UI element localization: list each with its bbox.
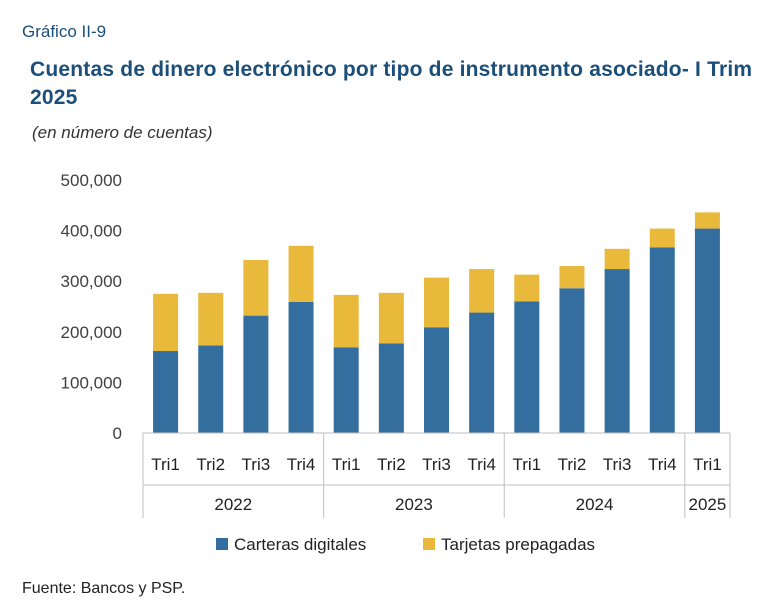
bar-segment — [559, 288, 585, 433]
x-tick-label: Tri4 — [287, 455, 316, 474]
bar-segment — [649, 247, 675, 433]
chart-label: Gráfico II-9 — [22, 22, 107, 41]
y-tick-label: 0 — [113, 424, 122, 443]
bar-segment — [288, 301, 314, 433]
bar-segment — [424, 277, 449, 328]
bar-segment — [288, 245, 314, 302]
bar-segment — [559, 266, 585, 289]
source-note: Fuente: Bancos y PSP. — [22, 580, 186, 597]
bar-segment — [514, 301, 540, 433]
y-tick-label: 400,000 — [61, 222, 122, 241]
y-tick-label: 300,000 — [61, 272, 122, 291]
bar-segment — [378, 292, 404, 344]
legend-swatch — [423, 538, 435, 550]
bar-segment — [694, 212, 720, 229]
x-tick-label: Tri3 — [422, 455, 451, 474]
year-label: 2022 — [214, 495, 252, 514]
chart-title: Cuentas de dinero electrónico por tipo d… — [30, 58, 753, 109]
y-tick-label: 200,000 — [61, 323, 122, 342]
bar-segment — [153, 351, 179, 433]
bar-segment — [243, 315, 269, 433]
x-tick-label: Tri3 — [242, 455, 271, 474]
x-tick-label: Tri4 — [648, 455, 677, 474]
bar-segment — [198, 345, 224, 433]
bar-segment — [333, 294, 359, 348]
y-tick-label: 500,000 — [61, 171, 122, 190]
x-tick-label: Tri1 — [693, 455, 722, 474]
year-label: 2023 — [395, 495, 433, 514]
bar-segment — [243, 259, 269, 316]
y-tick-label: 100,000 — [61, 373, 122, 392]
bar-segment — [333, 347, 359, 433]
bar-segment — [604, 269, 630, 433]
legend-label: Carteras digitales — [234, 535, 366, 554]
year-label: 2024 — [576, 495, 614, 514]
x-tick-label: Tri2 — [377, 455, 406, 474]
x-tick-label: Tri1 — [332, 455, 361, 474]
bar-segment — [604, 248, 630, 270]
legend-label: Tarjetas prepagadas — [441, 535, 595, 554]
x-tick-label: Tri2 — [196, 455, 225, 474]
bar-segment — [469, 312, 495, 433]
bar-segment — [153, 293, 179, 352]
bar-segment — [198, 292, 224, 346]
bar-segment — [424, 327, 449, 433]
x-tick-label: Tri1 — [151, 455, 180, 474]
year-label: 2025 — [689, 495, 727, 514]
legend-swatch — [216, 538, 228, 550]
x-tick-label: Tri1 — [512, 455, 541, 474]
bar-segment — [469, 269, 495, 313]
x-tick-label: Tri4 — [467, 455, 496, 474]
bar-segment — [649, 228, 675, 248]
bar-segment — [378, 343, 404, 433]
bar-segment — [694, 228, 720, 433]
x-tick-label: Tri3 — [603, 455, 632, 474]
x-tick-label: Tri2 — [558, 455, 587, 474]
chart-subtitle: (en número de cuentas) — [32, 123, 213, 142]
bar-segment — [514, 274, 540, 302]
